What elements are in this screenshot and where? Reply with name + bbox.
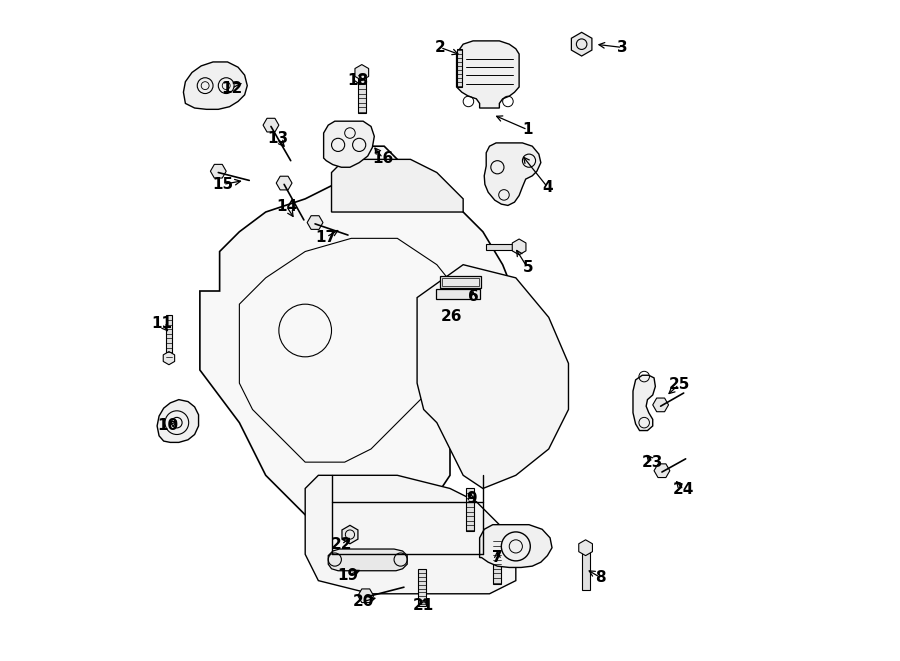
Polygon shape [417,264,569,488]
Text: 1: 1 [522,122,533,137]
Bar [581,551,590,590]
Polygon shape [572,32,592,56]
Polygon shape [579,540,592,556]
Polygon shape [358,589,374,603]
Bar [418,569,427,605]
Text: 6: 6 [468,289,479,304]
Polygon shape [484,143,541,206]
Polygon shape [652,398,669,412]
Bar [436,289,481,299]
Polygon shape [342,525,358,544]
Bar [493,538,500,584]
Text: 7: 7 [492,550,503,565]
Text: 2: 2 [435,40,446,55]
Text: 4: 4 [542,180,553,194]
Text: 19: 19 [338,568,358,583]
Text: 14: 14 [276,199,297,214]
Polygon shape [633,375,655,430]
Text: 21: 21 [413,598,435,613]
Polygon shape [158,400,199,442]
Text: 25: 25 [669,377,689,392]
Text: 17: 17 [316,229,337,245]
Polygon shape [328,549,407,570]
Bar [358,74,365,113]
Text: 13: 13 [267,131,288,146]
Text: 23: 23 [642,455,663,470]
Bar [442,278,479,286]
Polygon shape [654,464,670,477]
Text: 16: 16 [373,151,393,165]
Bar [456,49,462,87]
Polygon shape [480,525,552,567]
Polygon shape [324,121,374,167]
Text: 24: 24 [673,483,695,497]
Polygon shape [456,41,519,108]
Text: 15: 15 [212,177,233,192]
Polygon shape [200,146,516,541]
Text: 11: 11 [151,317,172,331]
Text: 8: 8 [595,570,606,585]
Polygon shape [307,215,323,229]
Polygon shape [276,176,292,190]
Bar [466,488,474,531]
Bar [440,276,481,288]
Polygon shape [305,475,516,594]
Text: 26: 26 [441,309,462,323]
Text: 3: 3 [617,40,628,55]
Polygon shape [512,239,526,254]
Text: 18: 18 [347,73,368,88]
Text: 5: 5 [522,260,533,276]
Bar [486,244,516,251]
Text: 12: 12 [220,81,242,96]
Text: 20: 20 [353,594,374,609]
Text: 10: 10 [158,418,179,434]
Text: 9: 9 [466,491,476,506]
Bar [166,315,172,358]
Polygon shape [163,352,175,365]
Polygon shape [263,118,279,132]
Polygon shape [355,65,369,81]
Polygon shape [211,165,226,178]
Text: 22: 22 [330,537,352,552]
Polygon shape [184,62,248,109]
Polygon shape [331,159,464,212]
